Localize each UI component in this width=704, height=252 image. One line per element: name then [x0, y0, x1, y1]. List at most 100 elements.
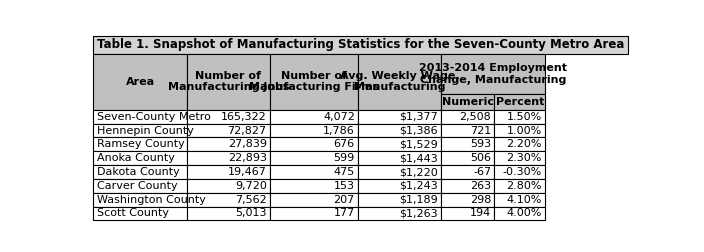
Bar — [187, 124, 270, 137]
Text: $1,263: $1,263 — [399, 208, 438, 218]
Bar — [441, 207, 494, 220]
Text: 27,839: 27,839 — [227, 139, 267, 149]
Text: Washington County: Washington County — [96, 195, 206, 205]
Text: 4.10%: 4.10% — [507, 195, 542, 205]
Bar — [270, 165, 358, 179]
Bar — [187, 179, 270, 193]
Text: 4,072: 4,072 — [323, 112, 355, 122]
Text: 7,562: 7,562 — [235, 195, 267, 205]
Bar — [494, 94, 546, 110]
Bar — [94, 151, 187, 165]
Bar — [270, 137, 358, 151]
Bar — [358, 193, 441, 207]
Text: Dakota County: Dakota County — [96, 167, 180, 177]
Text: Area: Area — [126, 77, 155, 87]
Text: Seven-County Metro: Seven-County Metro — [96, 112, 210, 122]
Bar — [358, 207, 441, 220]
Bar — [494, 137, 546, 151]
Text: Anoka County: Anoka County — [96, 153, 175, 163]
Bar — [441, 179, 494, 193]
Text: -0.30%: -0.30% — [503, 167, 542, 177]
Bar — [187, 193, 270, 207]
Bar — [441, 165, 494, 179]
Bar — [187, 110, 270, 124]
Bar — [358, 137, 441, 151]
Text: $1,220: $1,220 — [399, 167, 438, 177]
Bar — [94, 193, 187, 207]
Text: 676: 676 — [334, 139, 355, 149]
Text: $1,243: $1,243 — [399, 181, 438, 191]
Text: 194: 194 — [470, 208, 491, 218]
Text: 506: 506 — [470, 153, 491, 163]
Bar — [187, 151, 270, 165]
Text: 298: 298 — [470, 195, 491, 205]
Bar — [270, 193, 358, 207]
Bar — [494, 151, 546, 165]
Text: $1,443: $1,443 — [399, 153, 438, 163]
Bar — [358, 110, 441, 124]
Bar — [494, 193, 546, 207]
Text: Number of
Manufacturing Jobs: Number of Manufacturing Jobs — [168, 71, 289, 92]
Bar — [441, 193, 494, 207]
Bar — [94, 207, 187, 220]
Text: 263: 263 — [470, 181, 491, 191]
Bar — [270, 207, 358, 220]
Text: 475: 475 — [334, 167, 355, 177]
Bar — [187, 137, 270, 151]
Text: Ramsey County: Ramsey County — [96, 139, 184, 149]
Text: 2013-2014 Employment
Change, Manufacturing: 2013-2014 Employment Change, Manufacturi… — [419, 63, 567, 85]
Bar — [187, 54, 270, 110]
Text: $1,189: $1,189 — [399, 195, 438, 205]
Text: 5,013: 5,013 — [235, 208, 267, 218]
Bar — [441, 54, 546, 94]
Text: 165,322: 165,322 — [221, 112, 267, 122]
Text: 593: 593 — [470, 139, 491, 149]
Text: 2.30%: 2.30% — [507, 153, 542, 163]
Text: 72,827: 72,827 — [227, 125, 267, 136]
Bar — [94, 165, 187, 179]
Bar — [494, 179, 546, 193]
Bar — [94, 36, 628, 54]
Text: 19,467: 19,467 — [228, 167, 267, 177]
Text: Percent: Percent — [496, 97, 544, 107]
Text: 207: 207 — [334, 195, 355, 205]
Bar — [441, 124, 494, 137]
Text: $1,529: $1,529 — [399, 139, 438, 149]
Text: 1,786: 1,786 — [323, 125, 355, 136]
Text: 2.80%: 2.80% — [506, 181, 542, 191]
Text: Table 1. Snapshot of Manufacturing Statistics for the Seven-County Metro Area: Table 1. Snapshot of Manufacturing Stati… — [96, 38, 624, 51]
Text: Avg. Weekly Wage,
Manufacturing: Avg. Weekly Wage, Manufacturing — [340, 71, 460, 92]
Bar — [270, 54, 358, 110]
Text: 2.20%: 2.20% — [506, 139, 542, 149]
Bar — [94, 124, 187, 137]
Bar — [441, 151, 494, 165]
Text: -67: -67 — [473, 167, 491, 177]
Bar — [441, 137, 494, 151]
Bar — [494, 124, 546, 137]
Text: Hennepin County: Hennepin County — [96, 125, 194, 136]
Text: Numeric: Numeric — [441, 97, 494, 107]
Bar — [358, 179, 441, 193]
Bar — [187, 165, 270, 179]
Bar — [358, 151, 441, 165]
Bar — [441, 110, 494, 124]
Bar — [270, 110, 358, 124]
Bar — [494, 165, 546, 179]
Bar — [494, 207, 546, 220]
Text: 4.00%: 4.00% — [507, 208, 542, 218]
Text: 1.50%: 1.50% — [507, 112, 542, 122]
Bar — [358, 54, 441, 110]
Bar — [358, 124, 441, 137]
Text: $1,386: $1,386 — [399, 125, 438, 136]
Bar — [441, 94, 494, 110]
Bar — [494, 110, 546, 124]
Text: 599: 599 — [334, 153, 355, 163]
Text: 2,508: 2,508 — [460, 112, 491, 122]
Bar — [270, 124, 358, 137]
Bar — [358, 165, 441, 179]
Bar — [270, 179, 358, 193]
Text: 1.00%: 1.00% — [507, 125, 542, 136]
Bar — [94, 179, 187, 193]
Text: $1,377: $1,377 — [399, 112, 438, 122]
Text: 22,893: 22,893 — [227, 153, 267, 163]
